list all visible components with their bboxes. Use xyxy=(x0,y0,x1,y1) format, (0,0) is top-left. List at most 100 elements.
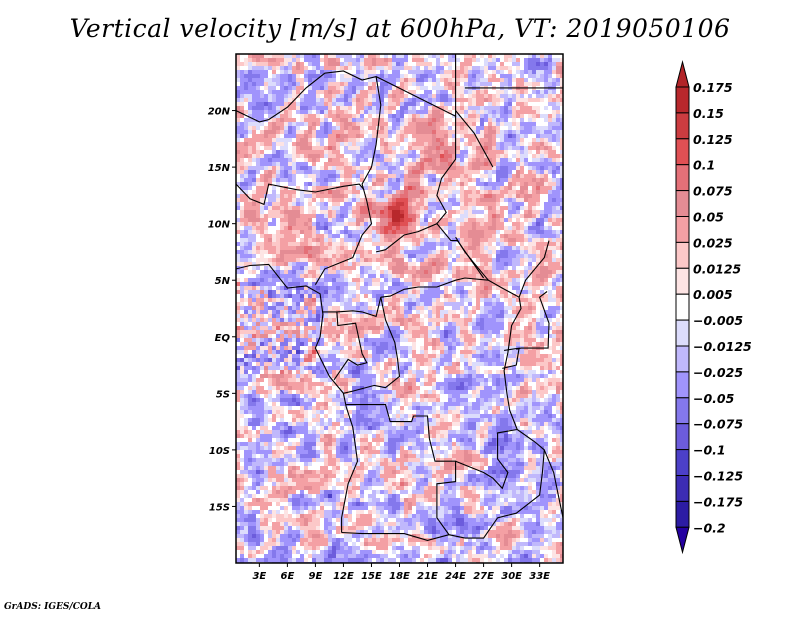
field-cell xyxy=(328,114,332,118)
field-cell xyxy=(328,86,332,90)
field-cell xyxy=(376,210,380,214)
field-cell xyxy=(400,202,404,206)
field-cell xyxy=(372,86,376,90)
field-cell xyxy=(276,102,280,106)
field-cell xyxy=(296,138,300,142)
field-cell xyxy=(504,230,508,234)
field-cell xyxy=(364,238,368,242)
field-cell xyxy=(400,278,404,282)
field-cell xyxy=(264,258,268,262)
field-cell xyxy=(460,110,464,114)
field-cell xyxy=(464,98,468,102)
field-cell xyxy=(412,202,416,206)
field-cell xyxy=(552,270,556,274)
field-cell xyxy=(332,226,336,230)
field-cell xyxy=(556,186,560,190)
field-cell xyxy=(488,218,492,222)
field-cell xyxy=(468,274,472,278)
field-cell xyxy=(316,130,320,134)
field-cell xyxy=(464,150,468,154)
field-cell xyxy=(368,282,372,286)
field-cell xyxy=(280,114,284,118)
field-cell xyxy=(252,210,256,214)
field-cell xyxy=(400,74,404,78)
field-cell xyxy=(532,262,536,266)
field-cell xyxy=(560,190,563,194)
field-cell xyxy=(356,174,360,178)
field-cell xyxy=(488,202,492,206)
field-cell xyxy=(464,142,468,146)
field-cell xyxy=(440,142,444,146)
field-cell xyxy=(492,146,496,150)
field-cell xyxy=(304,202,308,206)
field-cell xyxy=(404,126,408,130)
field-cell xyxy=(296,250,300,254)
field-cell xyxy=(440,66,444,70)
field-cell xyxy=(372,274,376,278)
field-cell xyxy=(520,146,524,150)
field-cell xyxy=(548,206,552,210)
field-cell xyxy=(268,218,272,222)
field-cell xyxy=(412,146,416,150)
field-cell xyxy=(324,70,328,74)
field-cell xyxy=(300,282,304,286)
field-cell xyxy=(396,182,400,186)
field-cell xyxy=(312,170,316,174)
field-cell xyxy=(520,270,524,274)
field-cell xyxy=(364,94,368,98)
field-cell xyxy=(276,254,280,258)
field-cell xyxy=(472,194,476,198)
field-cell xyxy=(424,238,428,242)
field-cell xyxy=(344,262,348,266)
field-cell xyxy=(424,214,428,218)
field-cell xyxy=(340,182,344,186)
field-cell xyxy=(528,174,532,178)
field-cell xyxy=(556,70,560,74)
field-cell xyxy=(444,202,448,206)
field-cell xyxy=(260,150,264,154)
field-cell xyxy=(496,126,500,130)
field-cell xyxy=(416,278,420,282)
field-cell xyxy=(460,258,464,262)
field-cell xyxy=(344,234,348,238)
field-cell xyxy=(448,130,452,134)
field-cell xyxy=(504,122,508,126)
field-cell xyxy=(364,262,368,266)
field-cell xyxy=(528,170,532,174)
field-cell xyxy=(496,98,500,102)
field-cell xyxy=(544,62,548,66)
field-cell xyxy=(504,134,508,138)
field-cell xyxy=(540,122,544,126)
field-cell xyxy=(448,230,452,234)
field-cell xyxy=(276,150,280,154)
field-cell xyxy=(500,98,504,102)
field-cell xyxy=(344,122,348,126)
field-cell xyxy=(332,230,336,234)
field-cell xyxy=(248,270,252,274)
field-cell xyxy=(272,130,276,134)
field-cell xyxy=(364,294,368,298)
field-cell xyxy=(484,138,488,142)
field-cell xyxy=(284,258,288,262)
field-cell xyxy=(236,226,240,230)
field-cell xyxy=(460,62,464,66)
field-cell xyxy=(312,178,316,182)
field-cell xyxy=(304,58,308,62)
field-cell xyxy=(520,246,524,250)
field-cell xyxy=(296,102,300,106)
field-cell xyxy=(556,206,560,210)
field-cell xyxy=(320,206,324,210)
field-cell xyxy=(332,158,336,162)
field-cell xyxy=(372,278,376,282)
field-cell xyxy=(316,242,320,246)
field-cell xyxy=(356,118,360,122)
field-cell xyxy=(284,226,288,230)
field-cell xyxy=(460,86,464,90)
field-cell xyxy=(400,78,404,82)
field-cell xyxy=(416,222,420,226)
field-cell xyxy=(328,102,332,106)
field-cell xyxy=(320,58,324,62)
field-cell xyxy=(404,174,408,178)
field-cell xyxy=(400,82,404,86)
